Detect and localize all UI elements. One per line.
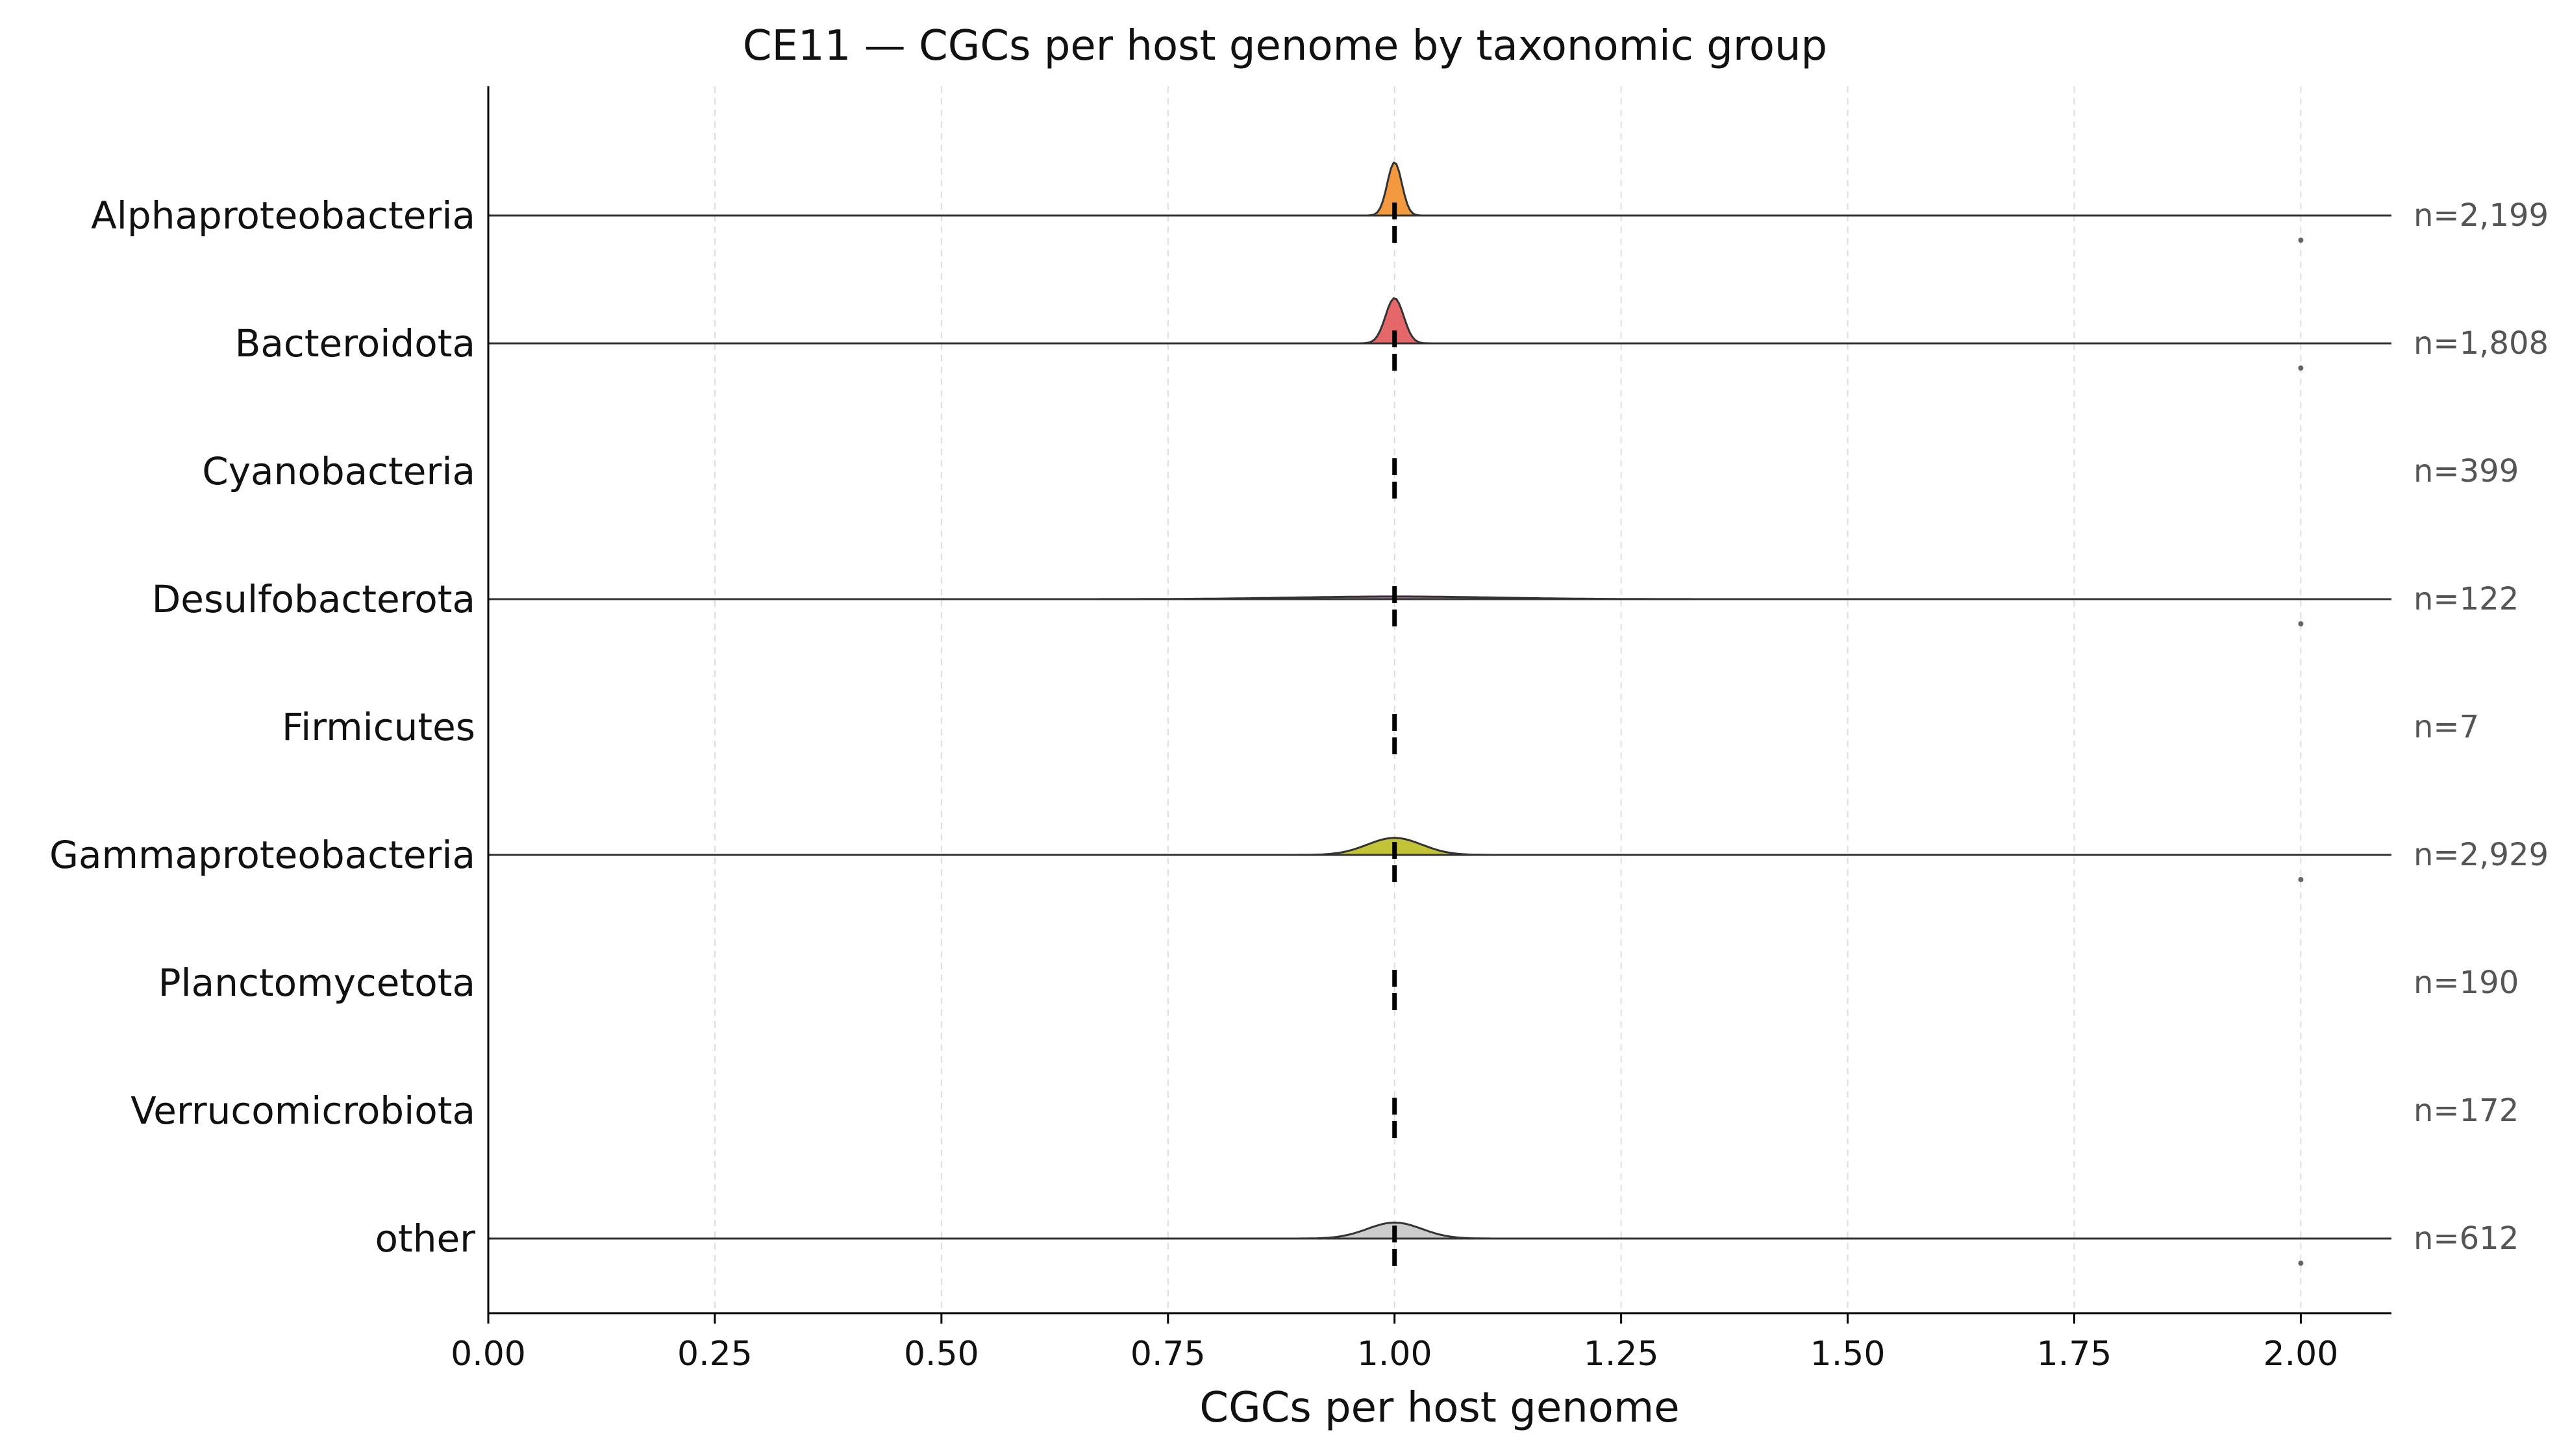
outlier-point [2298,621,2304,626]
x-tick-label: 1.25 [1584,1335,1659,1374]
density-fill [488,298,2391,343]
ridge-other [488,1221,2391,1272]
y-tick-label: Planctomycetota [158,961,475,1005]
n-count-label: n=172 [2414,1092,2519,1129]
y-tick-label: Verrucomicrobiota [131,1089,475,1133]
x-tick-label: 2.00 [2264,1335,2339,1374]
ridge-gammaproteobacteria [488,837,2391,889]
y-tick-label: Alphaproteobacteria [91,193,475,238]
n-count-label: n=2,199 [2414,197,2549,234]
ridge-desulfobacterota [488,586,2391,633]
y-tick-label: Desulfobacterota [152,577,475,621]
density-fill [488,162,2391,216]
n-count-label: n=612 [2414,1220,2519,1257]
density-outline [488,161,2391,217]
n-count-label: n=190 [2414,965,2519,1001]
y-tick-label: Gammaproteobacteria [49,833,475,877]
outlier-point [2298,1261,2304,1266]
x-tick-label: 0.25 [677,1335,753,1374]
x-tick-label: 0.50 [904,1335,979,1374]
ridge-bacteroidota [488,297,2391,377]
outlier-point [2298,365,2304,371]
x-tick-label: 0.00 [451,1335,526,1374]
n-count-label: n=122 [2414,581,2519,617]
grid-layer [488,86,2302,1313]
chart-title: CE11 — CGCs per host genome by taxonomic… [743,22,1827,70]
x-tick-label: 1.75 [2037,1335,2112,1374]
y-tick-labels: Alphaproteobacteria Bacteroidota Cyanobact… [49,193,475,1261]
axis-layer [487,86,2391,1314]
n-count-label: n=1,808 [2414,325,2549,362]
density-fill [488,596,2391,599]
n-count-label: n=7 [2414,709,2479,745]
x-tick-label: 1.00 [1357,1335,1432,1374]
y-tick-label: Cyanobacteria [202,449,475,493]
y-tick-label: Firmicutes [282,705,475,749]
ridge-layer [488,161,2391,1272]
count-labels: n=2,199 n=1,808 n=399 n=122 n=7 n=2,929 n=190 n… [2414,197,2549,1257]
y-tick-label: other [375,1216,475,1261]
density-outline [488,297,2391,345]
x-tick-label: 0.75 [1130,1335,1206,1374]
n-count-label: n=2,929 [2414,837,2549,873]
density-fill [488,837,2391,855]
x-tick-label: 1.50 [1810,1335,1886,1374]
outlier-point [2298,238,2304,243]
outlier-point [2298,877,2304,882]
ridge-alphaproteobacteria [488,161,2391,249]
x-axis-label: CGCs per host genome [1199,1384,1679,1432]
n-count-label: n=399 [2414,453,2519,489]
density-fill [488,1222,2391,1239]
x-ticks: 0.00 0.25 0.50 0.75 1.00 1.25 1.50 1.75 2.00 [451,1313,2338,1374]
y-tick-label: Bacteroidota [235,321,475,365]
